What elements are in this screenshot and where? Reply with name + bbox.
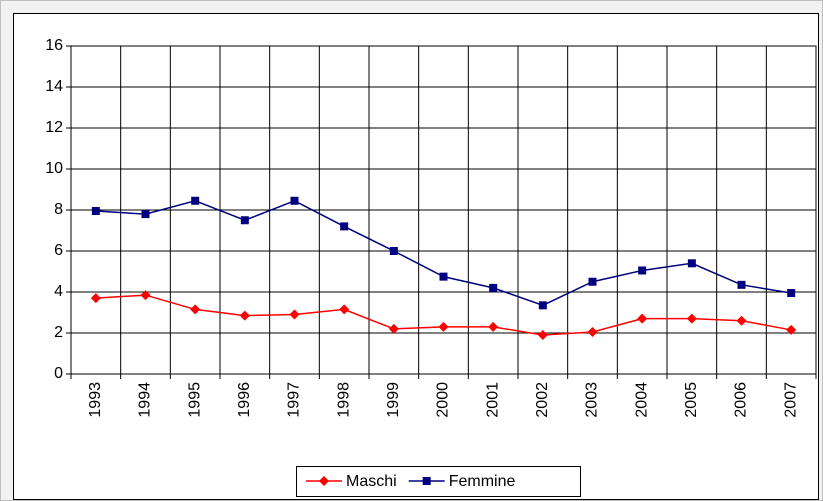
marker <box>289 309 300 320</box>
marker <box>687 259 696 268</box>
marker <box>438 321 449 332</box>
marker <box>786 324 797 335</box>
marker <box>637 313 648 324</box>
legend-label: Maschi <box>346 473 397 490</box>
marker <box>638 266 647 275</box>
legend: Maschi Femmine <box>296 466 581 497</box>
marker <box>737 280 746 289</box>
marker <box>191 196 200 205</box>
marker <box>488 321 499 332</box>
marker <box>422 477 431 485</box>
x-tick-label: 2003 <box>584 382 601 418</box>
x-tick-label: 1998 <box>335 382 352 418</box>
x-tick-label: 2005 <box>683 382 700 418</box>
y-tick-label: 12 <box>45 119 63 136</box>
marker <box>388 323 399 334</box>
marker <box>90 293 101 304</box>
y-tick-label: 16 <box>45 37 63 54</box>
marker <box>319 476 329 486</box>
x-tick-label: 2002 <box>534 382 551 418</box>
marker <box>489 283 498 292</box>
marker <box>686 313 697 324</box>
x-tick-label: 2000 <box>435 382 452 418</box>
x-tick-label: 2006 <box>733 382 750 418</box>
marker <box>340 222 349 231</box>
marker <box>140 290 151 301</box>
chart-area <box>13 13 819 500</box>
x-tick-label: 1994 <box>137 382 154 418</box>
x-tick-label: 1997 <box>286 382 303 418</box>
y-tick-label: 0 <box>54 365 63 382</box>
y-tick-label: 8 <box>54 201 63 218</box>
y-tick-label: 10 <box>45 160 63 177</box>
marker <box>240 216 249 225</box>
y-tick-label: 2 <box>54 324 63 341</box>
legend-label: Femmine <box>449 473 516 490</box>
x-tick-label: 1993 <box>87 382 104 418</box>
marker <box>439 272 448 281</box>
marker <box>537 330 548 341</box>
x-tick-label: 2004 <box>633 382 650 418</box>
x-tick-label: 2001 <box>484 382 501 418</box>
plot-area <box>70 45 817 375</box>
y-tick-label: 14 <box>45 78 63 95</box>
marker <box>239 310 250 321</box>
marker <box>389 247 398 255</box>
marker <box>736 315 747 326</box>
marker <box>290 196 299 205</box>
x-tick-label: 1995 <box>186 382 203 418</box>
x-tick-label: 1999 <box>385 382 402 418</box>
marker <box>141 210 150 219</box>
y-tick-label: 6 <box>54 242 63 259</box>
marker <box>339 304 350 315</box>
marker <box>787 289 796 298</box>
marker <box>190 304 201 315</box>
y-tick-label: 4 <box>54 283 63 300</box>
marker <box>538 301 547 310</box>
marker <box>587 326 598 337</box>
marker <box>91 207 100 216</box>
x-tick-label: 2007 <box>782 382 799 418</box>
x-tick-label: 1996 <box>236 382 253 418</box>
marker <box>588 277 597 286</box>
